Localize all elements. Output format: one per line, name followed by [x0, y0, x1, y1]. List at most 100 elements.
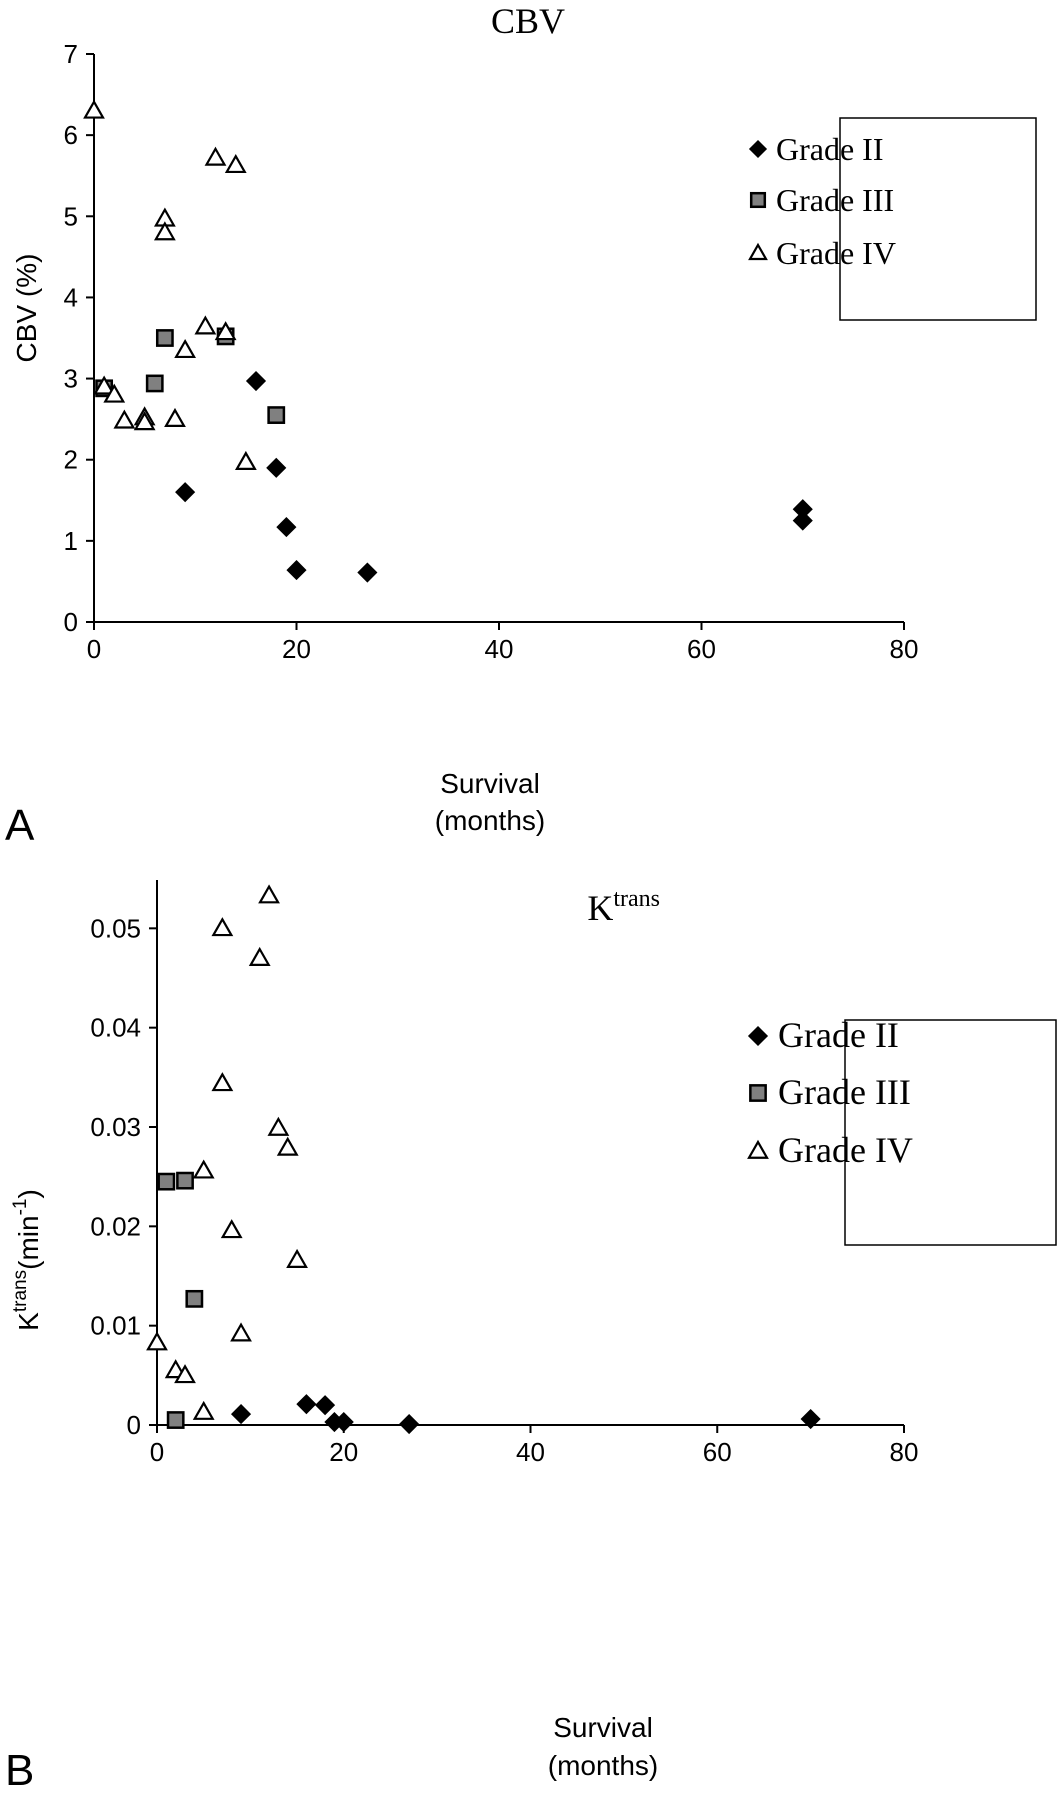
data-point: [267, 406, 286, 424]
y-tick-label: 0.02: [90, 1211, 141, 1241]
data-point: [211, 1072, 234, 1092]
data-point: [174, 1364, 196, 1384]
data-point: [83, 99, 105, 119]
data-point: [192, 1400, 215, 1420]
legend-marker: [747, 1025, 769, 1047]
panel-label: B: [5, 1746, 34, 1795]
chart-title: Ktrans: [587, 886, 660, 928]
data-point: [276, 517, 297, 538]
data-point: [93, 375, 116, 395]
x-tick-label: 0: [150, 1437, 164, 1467]
data-point: [113, 409, 136, 429]
data-point: [204, 146, 227, 166]
data-point: [258, 884, 280, 904]
data-point: [792, 510, 813, 531]
chart-panel-a: CBV 0 1 2 3 4 5 6 7 0 20 40 60 80 Survival (months) …: [0, 0, 1061, 880]
legend-label: Grade IV: [776, 235, 896, 271]
legend-box: [844, 1019, 1057, 1246]
x-axis-title-line1: Survival: [553, 1712, 653, 1743]
y-axis-title-unit: (min: [13, 1215, 44, 1269]
x-tick-label: 40: [485, 634, 514, 664]
y-tick-label: 0.03: [90, 1112, 141, 1142]
data-point: [157, 1172, 176, 1191]
legend-marker: [748, 139, 768, 159]
data-point: [166, 1411, 185, 1429]
series-grade-iv: [146, 884, 308, 1420]
data-point: [174, 338, 197, 359]
series-grade-ii: [175, 370, 813, 583]
data-point: [286, 1248, 308, 1268]
y-tick-label: 1: [64, 526, 78, 556]
x-axis-title-line2: (months): [548, 1750, 658, 1781]
x-tick-label: 20: [329, 1437, 358, 1467]
y-tick-label: 3: [64, 364, 78, 394]
data-point: [192, 1159, 215, 1179]
legend-marker: [749, 191, 767, 209]
data-point: [214, 321, 237, 341]
y-axis-title: Ktrans(min-1): [10, 1189, 44, 1331]
y-tick-label: 7: [64, 39, 78, 69]
series-grade-iv: [83, 99, 257, 470]
data-points: [146, 884, 821, 1435]
data-point: [230, 1404, 252, 1425]
data-point: [155, 329, 174, 347]
data-point: [245, 370, 267, 392]
data-point: [266, 457, 287, 478]
y-axis-title-sup: trans: [10, 1270, 31, 1312]
ktrans-scatter-chart: Ktrans 00.010.020.030.040.050.0602040608…: [5, 880, 1057, 1795]
axes: 0 1 2 3 4 5 6 7 0 20 40 60 80: [64, 39, 919, 664]
legend: Grade II Grade III Grade IV: [747, 1015, 1057, 1246]
legend-box: [839, 117, 1037, 321]
data-point: [399, 1413, 420, 1435]
data-point: [103, 383, 126, 403]
legend-marker: [747, 1139, 769, 1159]
data-point: [800, 1408, 821, 1430]
data-point: [224, 153, 247, 174]
data-point: [286, 560, 307, 581]
data-point: [296, 1394, 317, 1415]
data-point: [133, 411, 156, 431]
y-tick-label: 2: [64, 445, 78, 475]
chart-panel-b: Ktrans 00.010.020.030.040.050.0602040608…: [0, 880, 1061, 1800]
y-tick-label: 5: [64, 201, 78, 231]
data-point: [220, 1219, 243, 1239]
data-point: [175, 482, 196, 503]
y-tick-label: 0: [64, 607, 78, 637]
chart-title: CBV: [491, 1, 565, 41]
data-point: [185, 1289, 204, 1308]
y-tick-label: 0.05: [90, 913, 141, 943]
legend-label: Grade III: [776, 182, 894, 218]
y-axis-title-unit-sup: -1: [10, 1199, 31, 1216]
x-tick-label: 80: [890, 634, 919, 664]
y-tick-label: 0.01: [90, 1311, 141, 1341]
x-tick-label: 20: [282, 634, 311, 664]
y-tick-label: 6: [64, 120, 78, 150]
data-point: [357, 562, 378, 583]
y-tick-label: 4: [64, 282, 78, 312]
x-tick-label: 40: [516, 1437, 545, 1467]
y-axis-title-main: K: [13, 1312, 44, 1331]
data-point: [333, 1411, 354, 1433]
data-point: [211, 917, 234, 937]
legend-label: Grade II: [776, 131, 883, 167]
legend: Grade II Grade III Grade IV: [748, 117, 1037, 321]
data-point: [145, 374, 164, 393]
legend-marker: [748, 242, 768, 261]
data-point: [146, 1331, 168, 1351]
y-axis-title: CBV (%): [11, 254, 42, 363]
legend-label: Grade IV: [778, 1130, 913, 1170]
axes: 00.010.020.030.040.050.06020406080: [90, 880, 918, 1467]
x-tick-label: 0: [87, 634, 101, 664]
y-tick-label: 0.04: [90, 1013, 141, 1043]
data-point: [315, 1395, 336, 1416]
x-tick-label: 60: [687, 634, 716, 664]
data-point: [194, 315, 217, 335]
x-axis-title-line1: Survival: [440, 768, 540, 799]
data-point: [276, 1136, 299, 1156]
data-point: [176, 1171, 194, 1190]
data-point: [248, 946, 271, 966]
panel-label: A: [5, 801, 35, 850]
data-point: [234, 450, 257, 470]
data-point: [164, 407, 186, 427]
